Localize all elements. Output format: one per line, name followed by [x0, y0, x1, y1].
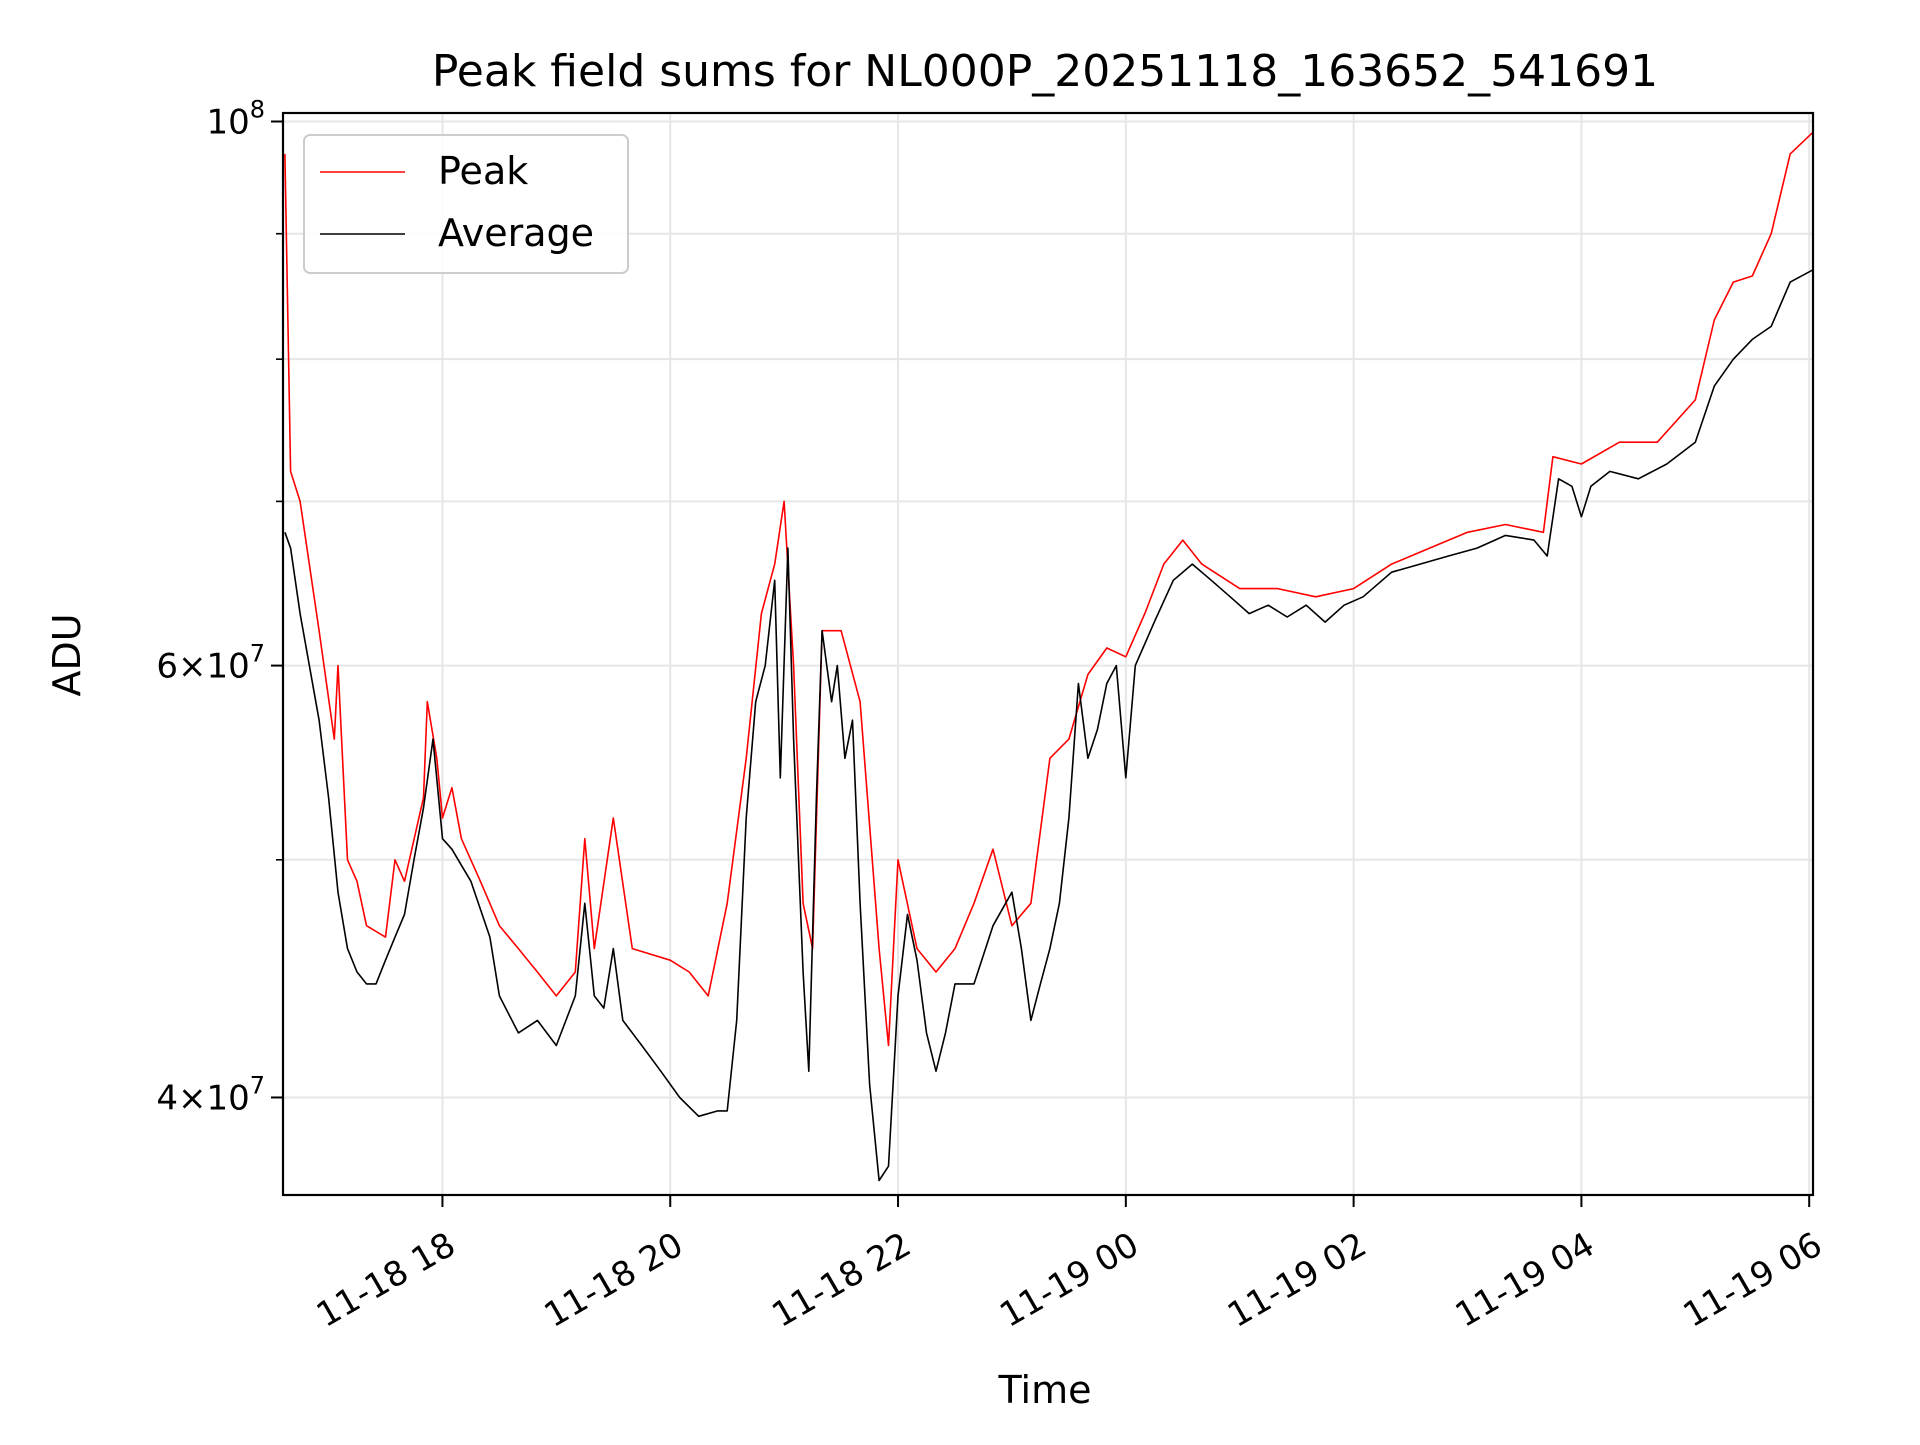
legend-box: [303, 134, 629, 274]
legend-label-average: Average: [438, 211, 594, 255]
chart-title: Peak field sums for NL000P_20251118_1636…: [432, 46, 1658, 97]
grid: [283, 113, 1813, 1195]
y-tick-label: 6×107: [156, 640, 265, 687]
legend: Peak Average: [303, 134, 629, 274]
series-line-peak: [284, 131, 1814, 1047]
x-axis-label: Time: [998, 1368, 1092, 1412]
y-axis-label: ADU: [45, 613, 89, 696]
series-line-average: [284, 269, 1814, 1182]
plot-frame: [281, 111, 1815, 1197]
legend-label-peak: Peak: [438, 149, 528, 193]
y-tick-label: 4×107: [156, 1071, 265, 1118]
series-layer: [284, 131, 1814, 1182]
y-tick-label: 108: [206, 95, 265, 142]
